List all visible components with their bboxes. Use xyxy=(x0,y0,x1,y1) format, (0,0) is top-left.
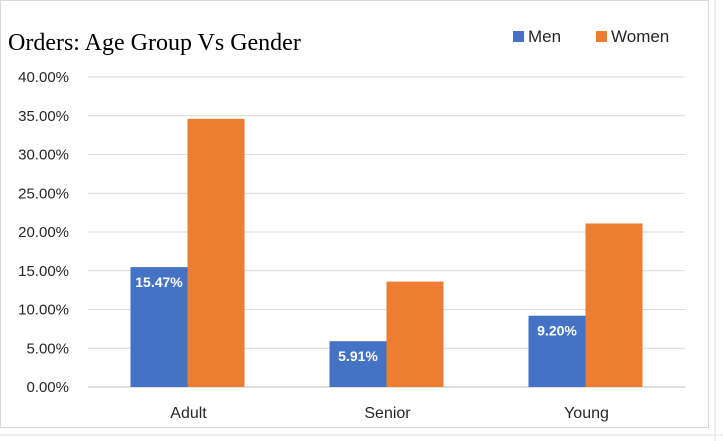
y-tick-label: 40.00% xyxy=(18,69,69,86)
legend-swatch-women xyxy=(596,31,607,42)
bars xyxy=(130,118,643,387)
legend-swatch-men xyxy=(513,31,524,42)
y-tick-label: 20.00% xyxy=(18,224,69,241)
bar-women-young xyxy=(585,223,643,387)
bar-women-adult xyxy=(187,118,245,387)
data-label-men-adult: 15.47% xyxy=(135,274,183,290)
x-category-label: Senior xyxy=(364,405,411,422)
legend-label-women: Women xyxy=(611,27,669,46)
bar-men-young xyxy=(528,315,586,387)
chart-title: Orders: Age Group Vs Gender xyxy=(8,30,301,56)
data-labels: 15.47% 5.91% 9.20% xyxy=(135,274,577,364)
y-tick-label: 15.00% xyxy=(18,263,69,280)
y-tick-label: 0.00% xyxy=(26,379,69,396)
bar-women-senior xyxy=(386,281,444,387)
data-label-men-young: 9.20% xyxy=(537,323,577,339)
x-axis-category-labels: Adult Senior Young xyxy=(170,405,609,422)
data-label-men-senior: 5.91% xyxy=(338,348,378,364)
bar-men-senior xyxy=(329,341,387,387)
y-tick-label: 10.00% xyxy=(18,302,69,319)
y-tick-label: 35.00% xyxy=(18,108,69,125)
y-tick-label: 30.00% xyxy=(18,147,69,164)
y-tick-label: 25.00% xyxy=(18,185,69,202)
y-tick-label: 5.00% xyxy=(26,340,69,357)
y-axis-tick-labels: 0.00% 5.00% 10.00% 15.00% 20.00% 25.00% 30.00%… xyxy=(18,69,69,396)
x-category-label: Adult xyxy=(170,405,207,422)
legend-label-men: Men xyxy=(528,27,561,46)
legend: Men Women xyxy=(513,27,669,46)
x-category-label: Young xyxy=(564,405,609,422)
bar-men-adult xyxy=(130,267,188,387)
